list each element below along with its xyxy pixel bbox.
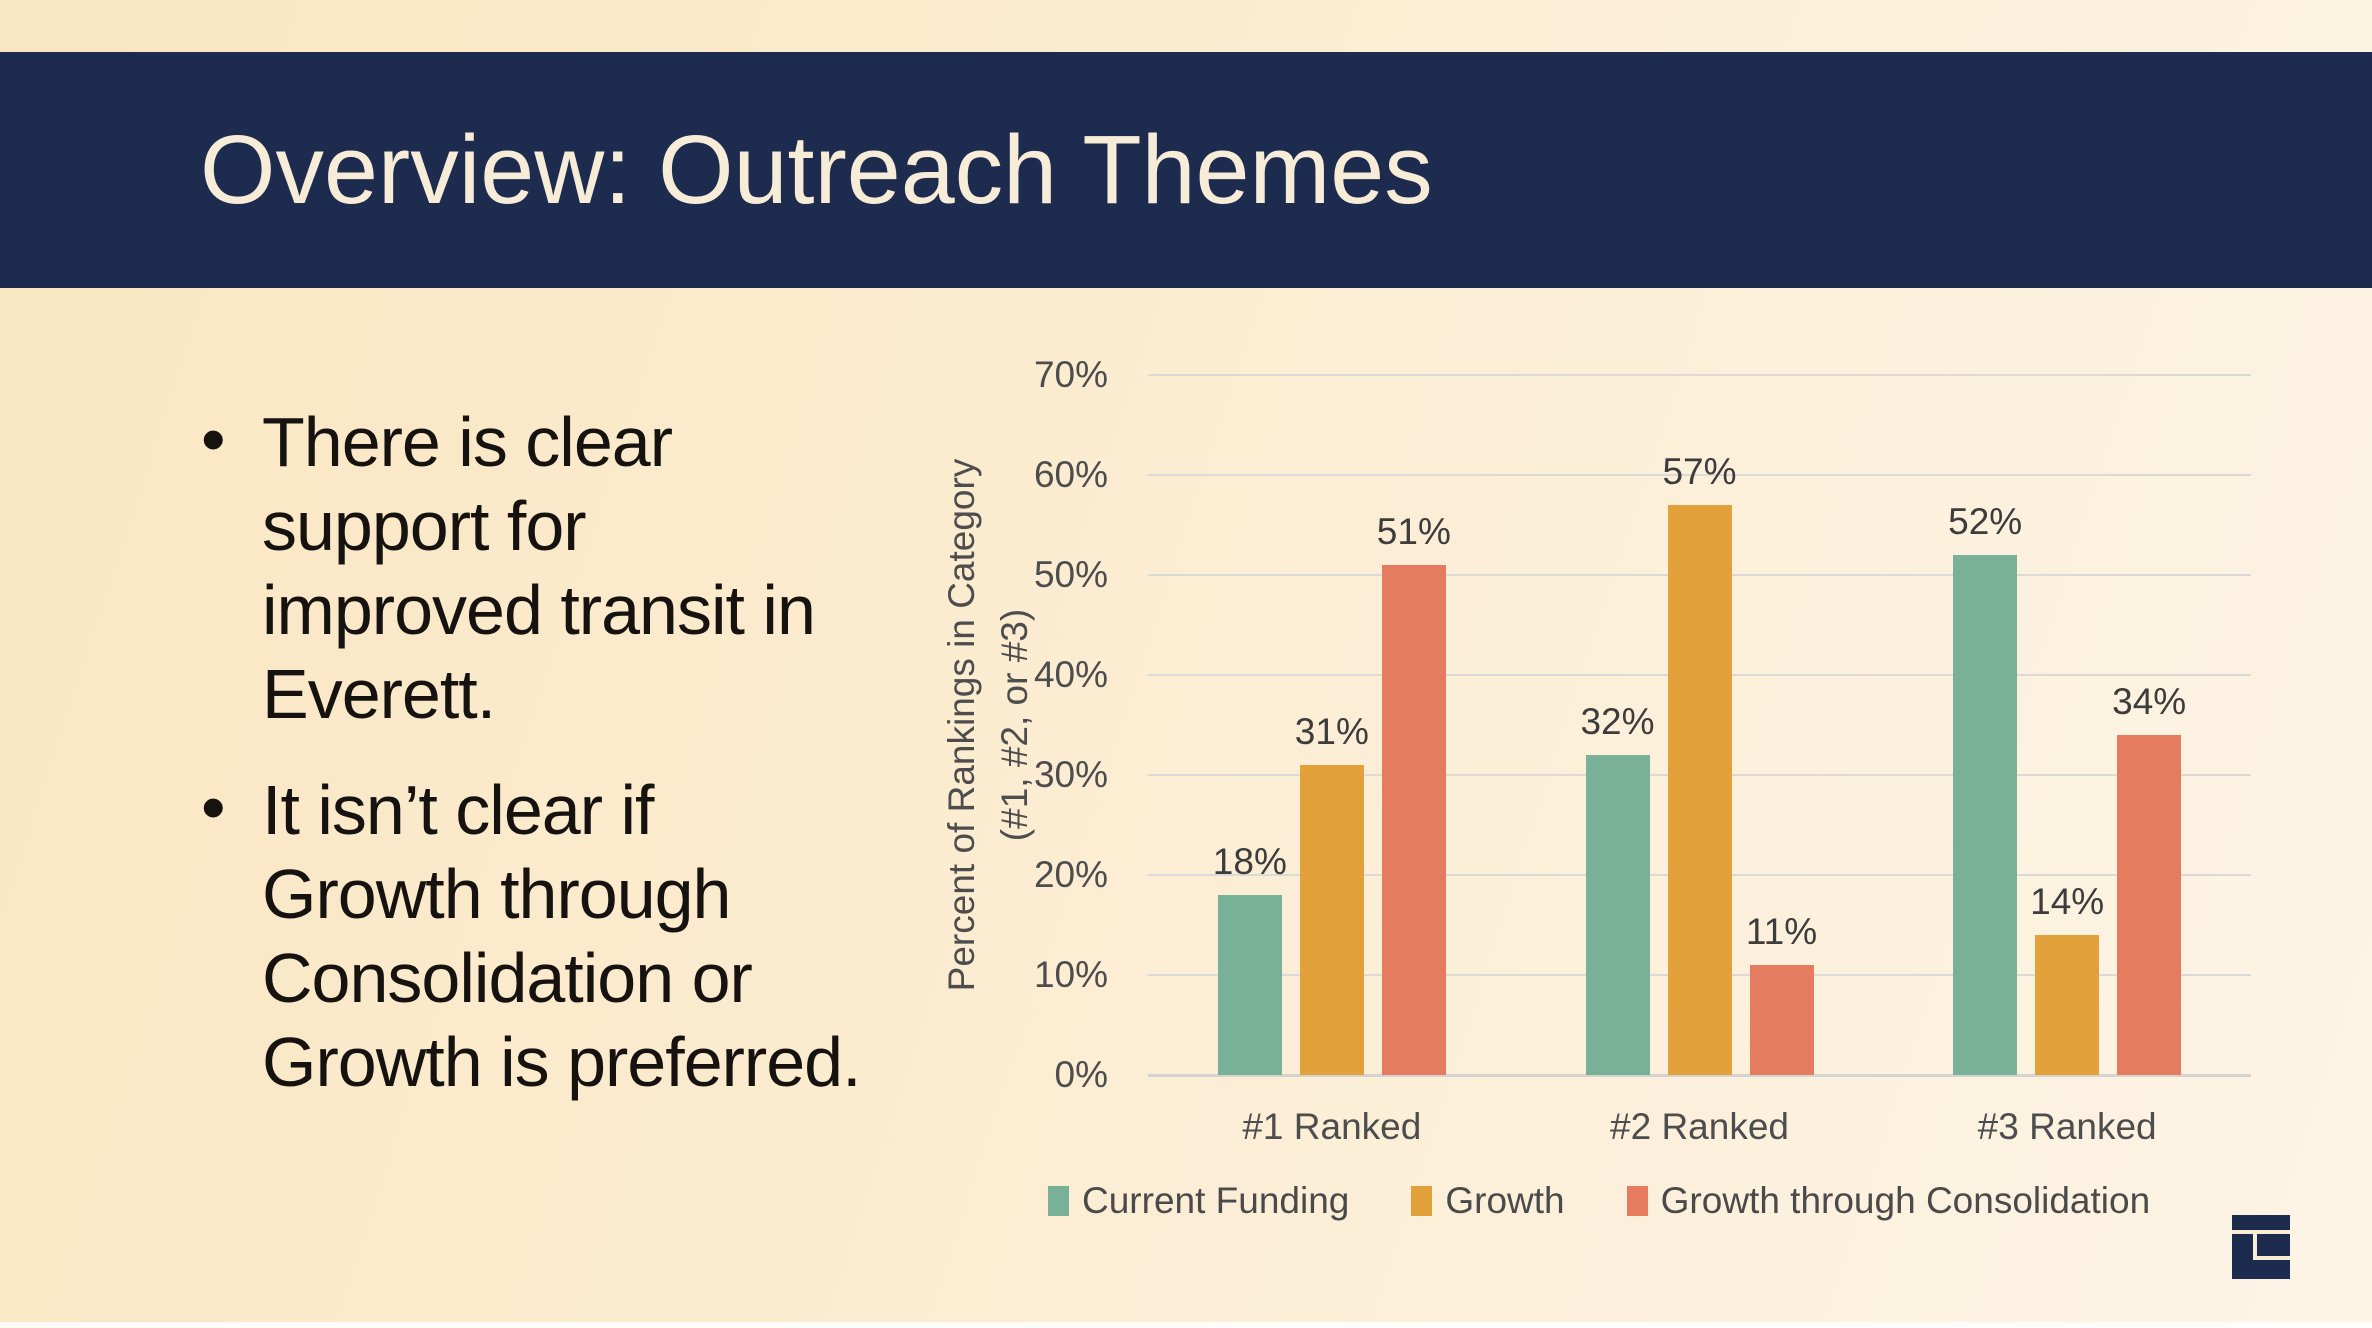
bullet-text-line: support for: [262, 487, 587, 565]
bullet-text-line: Everett.: [262, 655, 496, 733]
logo-line-horizontal-middle: [2253, 1256, 2290, 1260]
bar-value-label: 52%: [1948, 501, 2023, 542]
bar-current-funding: [1953, 555, 2018, 1075]
x-axis-label--2-ranked: #2 Ranked: [1610, 1106, 1789, 1147]
bullet-text-line: There is clear: [262, 403, 673, 481]
y-tick-label: 60%: [1033, 454, 1108, 495]
chart-legend: Current Funding Growth Growth through Cons…: [1048, 1180, 2150, 1222]
legend-item-growth: Growth: [1411, 1180, 1565, 1222]
bullet-text-line: Consolidation or: [262, 939, 753, 1017]
gridline: [1148, 474, 2251, 476]
y-axis-title: Percent of Rankings in Category (#1, #2,…: [935, 459, 1041, 992]
bar-current-funding: [1217, 895, 1282, 1075]
bar-growth-through-consolidation: [2117, 735, 2182, 1075]
bar-value-label: 51%: [1376, 511, 1451, 552]
bar-growth-through-consolidation: [1381, 565, 1446, 1075]
bullet-list: • There is clear support for improved trans…: [200, 400, 940, 1136]
y-tick-label: 70%: [1033, 354, 1108, 395]
bar-value-label: 11%: [1745, 911, 1818, 952]
y-tick-label: 50%: [1033, 554, 1108, 595]
logo-line-vertical: [2253, 1230, 2257, 1260]
bar-growth-through-consolidation: [1749, 965, 1814, 1075]
bar-value-label: 57%: [1662, 451, 1737, 492]
bar-value-label: 31%: [1294, 711, 1369, 752]
slide-title: Overview: Outreach Themes: [200, 115, 1433, 224]
gridline: [1148, 374, 2251, 376]
legend-swatch-growth-through-consolidation: [1626, 1186, 1648, 1216]
y-axis-title-line-1: Percent of Rankings in Category: [941, 458, 982, 992]
bullet-text-line: It isn’t clear if: [262, 771, 654, 849]
bullet-text-line: improved transit in: [262, 571, 816, 649]
y-tick-label: 0%: [1054, 1054, 1108, 1095]
bullet-item-2: • It isn’t clear if Growth through Consolid…: [200, 768, 940, 1104]
bar-growth: [1299, 765, 1364, 1075]
legend-label: Growth through Consolidation: [1660, 1180, 2151, 1221]
x-axis-line: [1148, 1074, 2251, 1077]
logo-line-horizontal-top: [2232, 1230, 2290, 1234]
slide-header: Overview: Outreach Themes: [0, 52, 2372, 288]
company-logo: [2232, 1215, 2290, 1279]
y-tick-label: 30%: [1033, 754, 1108, 795]
bar-growth: [2035, 935, 2100, 1075]
bar-value-label: 14%: [2030, 881, 2105, 922]
bar-value-label: 32%: [1580, 701, 1655, 742]
y-tick-label: 40%: [1033, 654, 1108, 695]
bar-value-label: 18%: [1212, 841, 1287, 882]
legend-label: Current Funding: [1082, 1180, 1350, 1221]
y-tick-label: 10%: [1033, 954, 1108, 995]
bullet-item-1: • There is clear support for improved trans…: [200, 400, 940, 736]
legend-item-current-funding: Current Funding: [1048, 1180, 1349, 1222]
bullet-text-line: Growth is preferred.: [262, 1023, 862, 1101]
bullet-marker: •: [201, 400, 225, 478]
y-tick-label: 20%: [1033, 854, 1108, 895]
x-axis-label--3-ranked: #3 Ranked: [1977, 1106, 2157, 1147]
y-axis-title-line-2: (#1, #2, or #3): [994, 608, 1035, 842]
bottom-edge-strip: [0, 1322, 2372, 1328]
bar-growth: [1667, 505, 1732, 1075]
bullet-text-line: Growth through: [262, 855, 731, 933]
bar-value-label: 34%: [2112, 681, 2187, 722]
legend-item-growth-through-consolidation: Growth through Consolidation: [1626, 1180, 2151, 1222]
bar-current-funding: [1585, 755, 1650, 1075]
legend-swatch-growth: [1411, 1186, 1433, 1216]
bullet-marker: •: [201, 768, 225, 846]
legend-swatch-current-funding: [1048, 1186, 1069, 1216]
x-axis-label--1-ranked: #1 Ranked: [1242, 1106, 1422, 1147]
legend-label: Growth: [1445, 1180, 1565, 1221]
